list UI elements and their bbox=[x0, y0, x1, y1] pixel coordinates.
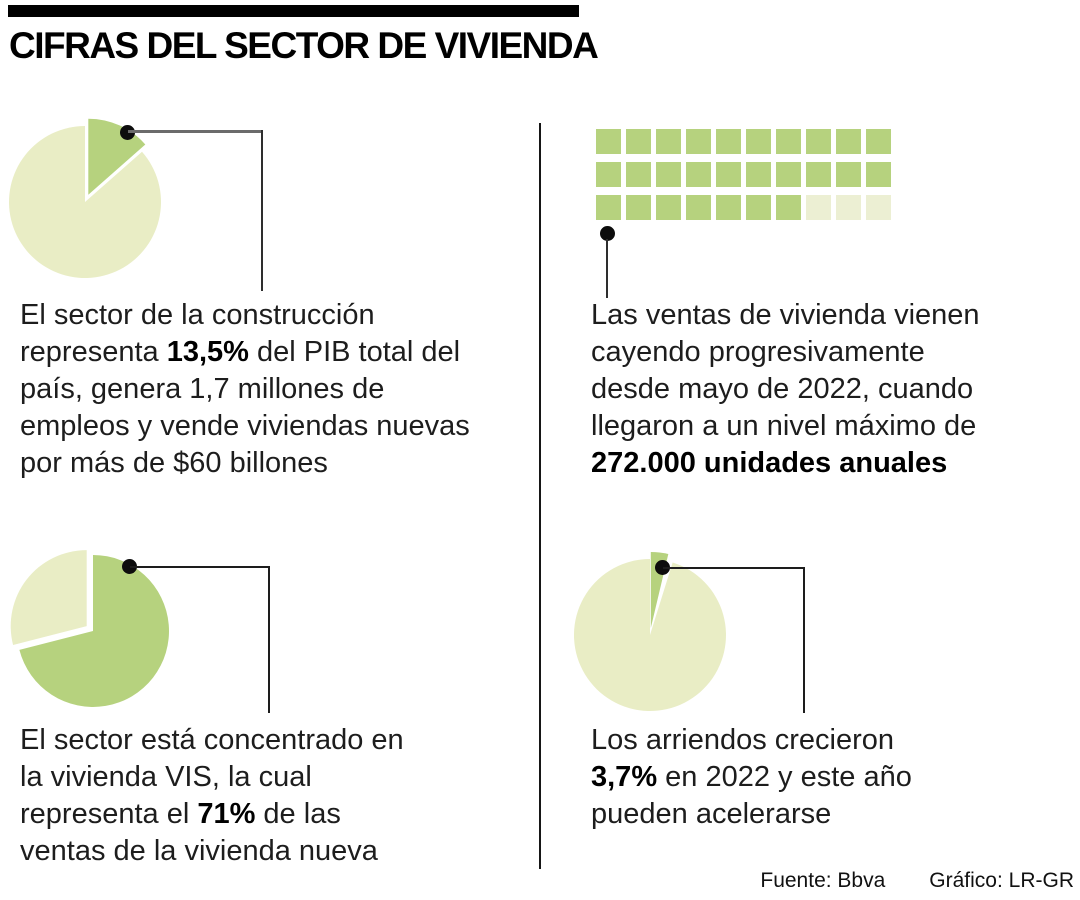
waffle-cell bbox=[806, 162, 831, 187]
callout-line-horizontal bbox=[663, 567, 805, 569]
callout-line-horizontal bbox=[130, 566, 270, 568]
waffle-cell bbox=[596, 129, 621, 154]
waffle-cell bbox=[776, 162, 801, 187]
stat-text-ventas: Las ventas de vivienda vienen cayendo pr… bbox=[591, 299, 980, 479]
pie-chart-vis-share bbox=[8, 546, 178, 716]
waffle-cell bbox=[746, 129, 771, 154]
waffle-cell bbox=[716, 162, 741, 187]
credits: Fuente: Bbva Gráfico: LR-GR bbox=[760, 869, 1074, 893]
header-accent-bar bbox=[8, 5, 579, 17]
waffle-cell bbox=[776, 129, 801, 154]
source-label: Fuente: Bbva bbox=[760, 869, 886, 892]
waffle-cell bbox=[836, 162, 861, 187]
waffle-cell bbox=[626, 195, 651, 220]
waffle-cell bbox=[836, 129, 861, 154]
callout-line-vertical bbox=[261, 130, 263, 291]
stat-text-arriendos: Los arriendos crecieron 3,7% en 2022 y e… bbox=[591, 724, 912, 830]
callout-line-vertical bbox=[803, 567, 805, 713]
waffle-cell bbox=[686, 162, 711, 187]
waffle-cell bbox=[806, 195, 831, 220]
callout-line-vertical bbox=[606, 239, 608, 298]
stat-text-pib: El sector de la construcción representa … bbox=[20, 299, 470, 479]
waffle-cell bbox=[866, 162, 891, 187]
pie-chart-pib-share bbox=[0, 117, 170, 287]
waffle-cell bbox=[686, 195, 711, 220]
waffle-cell bbox=[626, 129, 651, 154]
waffle-cell bbox=[596, 162, 621, 187]
waffle-cell bbox=[746, 162, 771, 187]
waffle-cell bbox=[686, 129, 711, 154]
waffle-cell bbox=[866, 195, 891, 220]
waffle-cell bbox=[626, 162, 651, 187]
stat-text-vis: El sector está concentrado en la viviend… bbox=[20, 724, 404, 867]
vertical-divider bbox=[539, 123, 541, 869]
callout-line-horizontal bbox=[128, 130, 263, 133]
waffle-cell bbox=[866, 129, 891, 154]
waffle-cell bbox=[656, 162, 681, 187]
callout-dot-icon bbox=[600, 226, 615, 241]
waffle-cell bbox=[836, 195, 861, 220]
waffle-cell bbox=[806, 129, 831, 154]
waffle-cell bbox=[596, 195, 621, 220]
waffle-cell bbox=[716, 129, 741, 154]
waffle-cell bbox=[776, 195, 801, 220]
waffle-chart-housing-sales bbox=[596, 129, 891, 220]
page-title: CIFRAS DEL SECTOR DE VIVIENDA bbox=[9, 25, 599, 66]
waffle-cell bbox=[716, 195, 741, 220]
callout-dot-icon bbox=[655, 560, 670, 575]
waffle-cell bbox=[656, 129, 681, 154]
credit-label: Gráfico: LR-GR bbox=[929, 869, 1074, 892]
waffle-cell bbox=[746, 195, 771, 220]
callout-line-vertical bbox=[268, 566, 270, 713]
waffle-cell bbox=[656, 195, 681, 220]
callout-dot-icon bbox=[122, 559, 137, 574]
pie-chart-arriendos-growth bbox=[565, 550, 735, 720]
callout-dot-icon bbox=[120, 125, 135, 140]
